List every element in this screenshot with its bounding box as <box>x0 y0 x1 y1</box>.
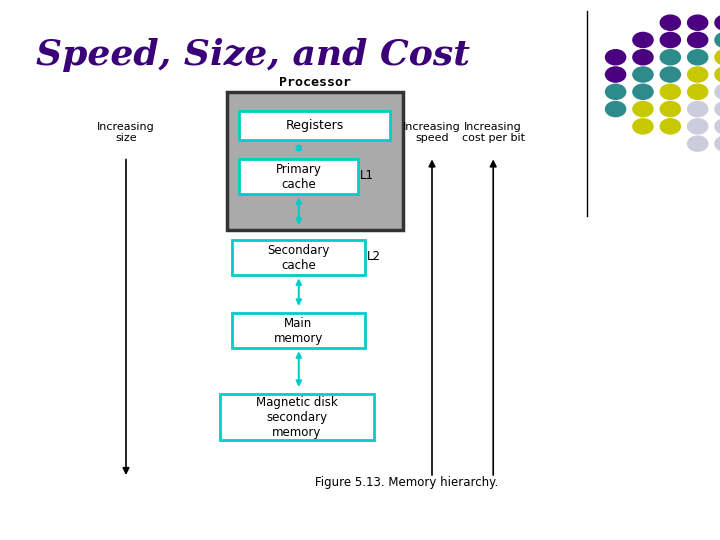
Circle shape <box>606 67 626 82</box>
Circle shape <box>688 15 708 30</box>
Circle shape <box>660 119 680 134</box>
Bar <box>239 111 390 140</box>
Text: Primary
cache: Primary cache <box>276 163 321 191</box>
Text: Increasing
speed: Increasing speed <box>403 122 461 143</box>
Bar <box>220 394 374 440</box>
Circle shape <box>688 67 708 82</box>
Circle shape <box>688 50 708 65</box>
Circle shape <box>715 136 720 151</box>
Circle shape <box>633 67 653 82</box>
Circle shape <box>660 50 680 65</box>
Circle shape <box>688 119 708 134</box>
Circle shape <box>715 67 720 82</box>
Circle shape <box>606 102 626 117</box>
Bar <box>239 159 358 194</box>
Circle shape <box>660 15 680 30</box>
Text: Secondary
cache: Secondary cache <box>267 244 330 272</box>
Circle shape <box>715 32 720 48</box>
Circle shape <box>660 84 680 99</box>
Circle shape <box>633 84 653 99</box>
Circle shape <box>633 102 653 117</box>
Text: Increasing
size: Increasing size <box>97 122 155 143</box>
Circle shape <box>688 102 708 117</box>
Bar <box>232 313 365 348</box>
Circle shape <box>715 102 720 117</box>
Text: Processor: Processor <box>279 76 351 89</box>
Circle shape <box>688 84 708 99</box>
Text: L1: L1 <box>360 169 374 182</box>
Text: Magnetic disk
secondary
memory: Magnetic disk secondary memory <box>256 396 338 438</box>
Circle shape <box>688 136 708 151</box>
Circle shape <box>606 84 626 99</box>
Text: Speed, Size, and Cost: Speed, Size, and Cost <box>36 38 470 72</box>
Bar <box>232 240 365 275</box>
Circle shape <box>688 32 708 48</box>
Text: Main
memory: Main memory <box>274 317 323 345</box>
Text: Figure 5.13. Memory hierarchy.: Figure 5.13. Memory hierarchy. <box>315 476 498 489</box>
Text: L2: L2 <box>367 250 381 263</box>
Circle shape <box>660 32 680 48</box>
Circle shape <box>633 119 653 134</box>
Circle shape <box>606 50 626 65</box>
Circle shape <box>660 102 680 117</box>
Text: Registers: Registers <box>286 119 343 132</box>
Circle shape <box>633 50 653 65</box>
Circle shape <box>715 50 720 65</box>
Circle shape <box>715 84 720 99</box>
Bar <box>227 92 403 230</box>
Circle shape <box>660 67 680 82</box>
Text: Increasing
cost per bit: Increasing cost per bit <box>462 122 525 143</box>
Circle shape <box>633 32 653 48</box>
Circle shape <box>715 119 720 134</box>
Circle shape <box>715 15 720 30</box>
